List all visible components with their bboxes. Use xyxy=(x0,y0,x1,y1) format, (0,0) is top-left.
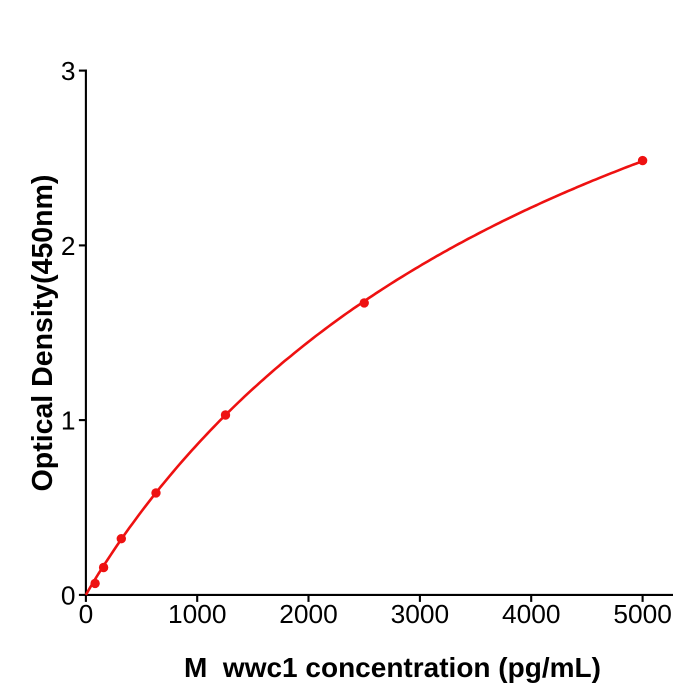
svg-text:Optical Density(450nm): Optical Density(450nm) xyxy=(27,175,59,492)
svg-text:3: 3 xyxy=(61,56,76,86)
svg-text:1000: 1000 xyxy=(168,599,227,629)
svg-text:0: 0 xyxy=(61,580,76,610)
svg-text:1: 1 xyxy=(61,406,76,436)
svg-text:2000: 2000 xyxy=(279,599,338,629)
svg-text:2: 2 xyxy=(61,231,76,261)
svg-text:5000: 5000 xyxy=(613,599,672,629)
svg-text:4000: 4000 xyxy=(502,599,561,629)
svg-text:0: 0 xyxy=(79,599,94,629)
svg-text:M wwc1 concentration (pg/mL): M wwc1 concentration (pg/mL) xyxy=(184,652,601,683)
svg-text:3000: 3000 xyxy=(391,599,450,629)
